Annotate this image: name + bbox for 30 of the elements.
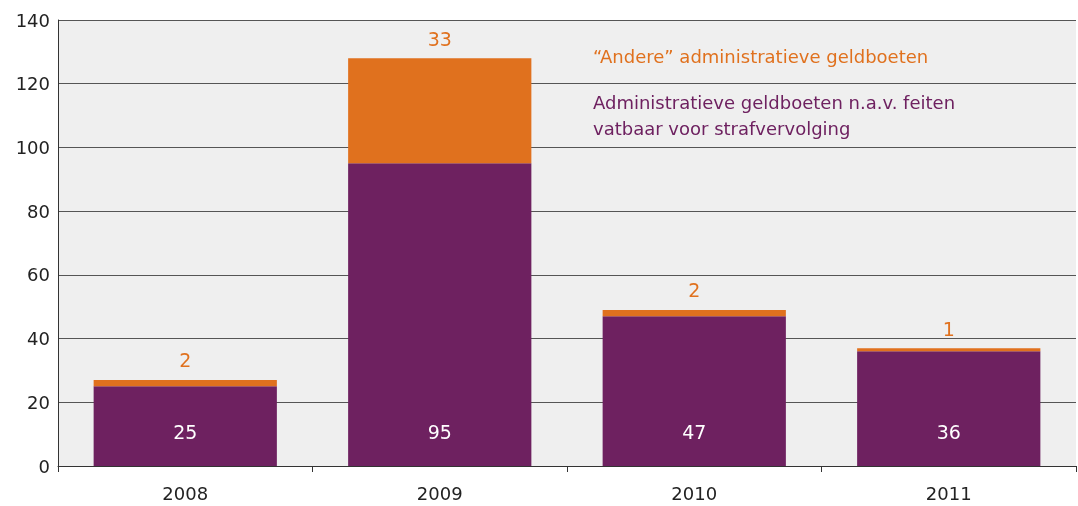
data-label: 47: [682, 420, 707, 443]
data-label: 95: [427, 420, 452, 443]
bar: [93, 386, 277, 466]
text: “Andere” administratieve geldboeten: [593, 45, 929, 67]
bar: [602, 316, 786, 466]
x-tick-label: 2010: [671, 482, 718, 504]
data-label: 2: [688, 279, 701, 302]
y-tick-label: 100: [15, 136, 50, 158]
y-tick-label: 0: [38, 455, 50, 477]
y-tick-label: 40: [27, 328, 50, 350]
bar: [93, 379, 277, 387]
bar: [602, 309, 786, 317]
data-label: 1: [942, 317, 955, 340]
y-tick-label: 80: [27, 200, 50, 222]
data-label: 25: [173, 420, 198, 443]
x-tick-label: 2011: [925, 482, 972, 504]
y-tick-label: 140: [15, 9, 50, 31]
bar: [348, 163, 532, 466]
bar: [857, 351, 1041, 466]
text: Administratieve geldboeten n.a.v. feiten vatbaar voor strafvervolging: [593, 91, 961, 139]
data-label: 36: [936, 420, 961, 443]
data-label: 33: [427, 27, 452, 50]
bar: [348, 58, 532, 164]
y-tick-label: 120: [15, 73, 50, 95]
bar: [857, 348, 1041, 352]
x-tick-label: 2009: [416, 482, 463, 504]
data-label: 2: [179, 349, 192, 372]
y-tick-label: 20: [27, 391, 50, 413]
x-tick-label: 2008: [162, 482, 209, 504]
y-tick-label: 60: [27, 264, 50, 286]
